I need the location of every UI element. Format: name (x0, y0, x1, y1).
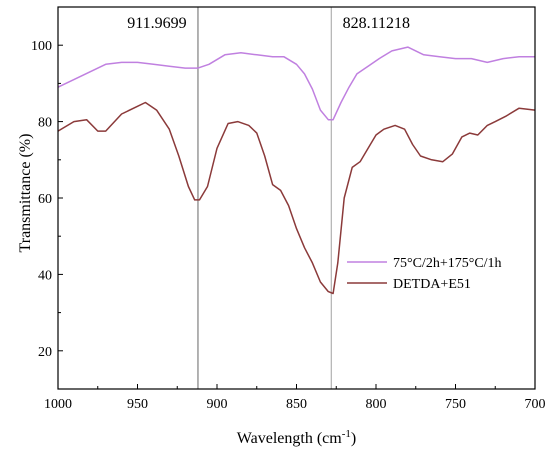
y-tick-label: 40 (38, 268, 52, 283)
y-tick-label: 60 (38, 192, 52, 207)
annotation-label-2: 828.11218 (343, 15, 410, 32)
annotation-label-1: 911.9699 (127, 15, 186, 32)
x-tick-label: 750 (445, 397, 466, 412)
series-line-1 (57, 46, 535, 121)
y-tick-label: 100 (31, 39, 52, 54)
x-tick-label: 700 (525, 397, 546, 412)
x-axis-label: Wavelength (cm-1) (237, 428, 356, 447)
x-tick-label: 800 (366, 397, 387, 412)
x-tick-label: 900 (207, 397, 228, 412)
series-line-2 (57, 101, 536, 295)
series-layer (57, 46, 536, 295)
reference-lines (197, 7, 332, 389)
x-axis-label-superscript: -1 (342, 428, 351, 440)
annotations: 911.9699 828.11218 (127, 15, 410, 32)
legend: 75°C/2h+175°C/1h DETDA+E51 (347, 256, 502, 292)
x-tick-label: 850 (286, 397, 307, 412)
y-axis-ticks: 20 40 60 80 100 (31, 6, 63, 390)
legend-label-1: 75°C/2h+175°C/1h (393, 256, 502, 271)
x-axis-ticks: 1000 950 900 850 800 750 700 (44, 384, 546, 412)
legend-label-2: DETDA+E51 (393, 277, 471, 292)
x-tick-label: 1000 (44, 397, 72, 412)
y-tick-label: 20 (38, 345, 52, 360)
y-axis-label: Transmittance (%) (17, 134, 34, 253)
x-tick-label: 950 (127, 397, 148, 412)
y-tick-label: 80 (38, 116, 52, 131)
